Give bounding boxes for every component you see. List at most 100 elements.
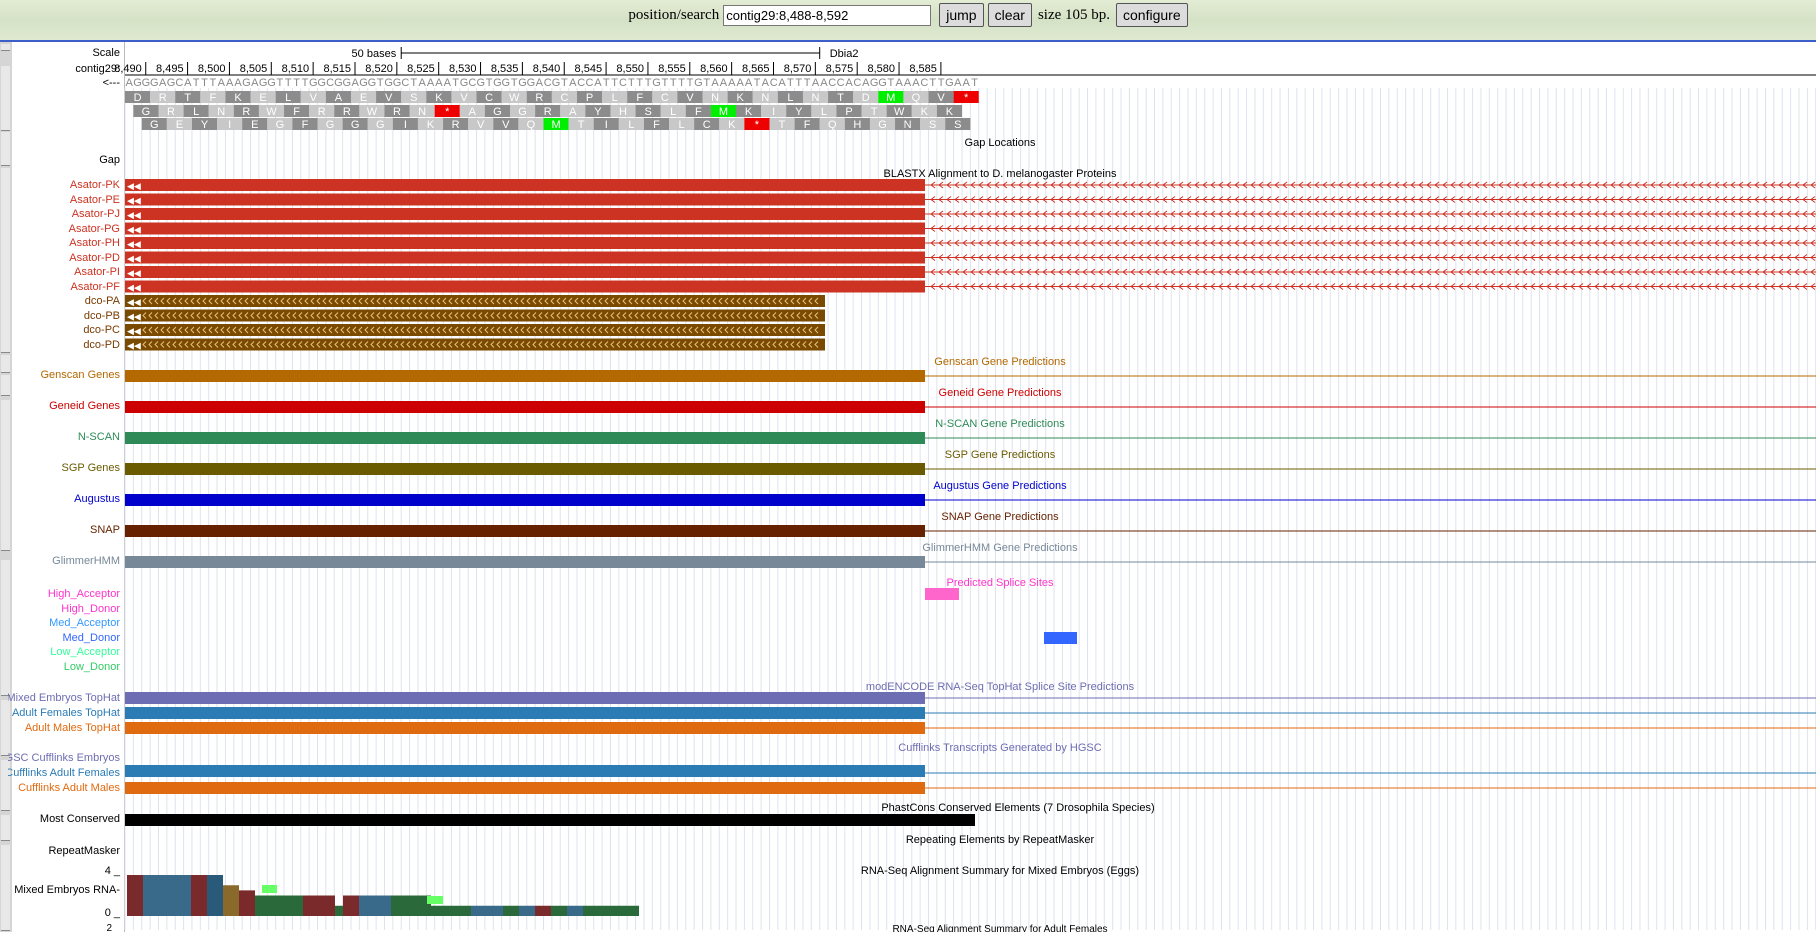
- intron-arrow-icon: [1338, 254, 1344, 261]
- intron-arrow-icon: [962, 210, 968, 218]
- strand-arrow-icon: [256, 326, 261, 334]
- sequence-base: C: [577, 77, 585, 89]
- track-toggle-button[interactable]: [1, 560, 10, 696]
- strand-arrow-icon: [400, 312, 405, 319]
- track-toggle-button[interactable]: [1, 66, 10, 131]
- intron-arrow-icon: [1378, 268, 1384, 276]
- blastx-alignment-block[interactable]: [125, 280, 925, 293]
- clear-button[interactable]: clear: [987, 3, 1032, 27]
- gene-track-title: Geneid Gene Predictions: [939, 387, 1062, 399]
- intron-arrow-icon: [1050, 196, 1056, 203]
- gene-prediction-exon[interactable]: [125, 525, 925, 537]
- strand-arrow-icon: [286, 341, 291, 348]
- strand-arrow-icon: [622, 341, 627, 348]
- sequence-base: G: [502, 77, 511, 89]
- asator-track-label: Asator-PE: [8, 194, 120, 206]
- blastx-alignment-block[interactable]: [125, 266, 925, 278]
- position-search-input[interactable]: [723, 4, 932, 26]
- strand-arrow-icon: [496, 297, 501, 305]
- track-toggle-button[interactable]: [1, 400, 10, 551]
- intron-arrow-icon: [1002, 210, 1008, 218]
- tophat-junction-block[interactable]: [125, 692, 925, 704]
- strand-arrow-icon: [340, 297, 345, 305]
- blastx-alignment-block[interactable]: [125, 222, 925, 235]
- track-toggle-button[interactable]: [1, 845, 10, 931]
- intron-arrow-icon: [1146, 268, 1152, 276]
- blastx-alignment-block[interactable]: [125, 237, 925, 249]
- gene-prediction-exon[interactable]: [125, 463, 925, 475]
- amino-acid-label: K: [946, 106, 954, 118]
- track-toggle-button[interactable]: [1, 815, 10, 841]
- amino-acid-label: E: [259, 92, 266, 104]
- cufflinks-transcript-block[interactable]: [125, 782, 925, 794]
- blastx-alignment-block[interactable]: [125, 179, 925, 191]
- intron-arrow-icon: [1178, 181, 1184, 189]
- med-donor-site[interactable]: [1044, 632, 1077, 644]
- sequence-base: A: [234, 77, 242, 89]
- track-toggle-button[interactable]: [1, 355, 10, 373]
- intron-arrow-icon: [1026, 181, 1032, 189]
- intron-arrow-icon: [1514, 181, 1520, 189]
- amino-acid-label: G: [518, 106, 527, 118]
- intron-arrow-icon: [1778, 225, 1784, 232]
- most-conserved-element[interactable]: [125, 814, 975, 826]
- track-toggle-button[interactable]: [1, 168, 10, 353]
- gene-prediction-exon[interactable]: [125, 432, 925, 444]
- intron-arrow-icon: [1394, 181, 1400, 189]
- high-acceptor-site[interactable]: [925, 588, 959, 600]
- intron-arrow-icon: [1114, 181, 1120, 189]
- blastx-alignment-block[interactable]: [125, 208, 925, 220]
- intron-arrow-icon: [1762, 239, 1768, 247]
- configure-button[interactable]: configure: [1116, 3, 1188, 27]
- dco-alignment-block[interactable]: [125, 309, 825, 322]
- tophat-junction-block[interactable]: [125, 707, 925, 719]
- intron-arrow-icon: [1162, 181, 1168, 189]
- sequence-base: C: [175, 77, 183, 89]
- intron-arrow-icon: [1234, 181, 1240, 189]
- translation-codon: [166, 118, 192, 130]
- intron-arrow-icon: [1610, 225, 1616, 232]
- intron-arrow-icon: [1354, 268, 1360, 276]
- gene-prediction-exon[interactable]: [125, 494, 925, 506]
- intron-arrow-icon: [1138, 268, 1144, 276]
- intron-arrow-icon: [1042, 254, 1048, 261]
- intron-arrow-icon: [1074, 196, 1080, 203]
- strand-arrow-icon: [580, 341, 585, 348]
- gene-prediction-exon[interactable]: [125, 401, 925, 413]
- intron-arrow-icon: [938, 181, 944, 189]
- track-toggle-button[interactable]: [1, 760, 10, 811]
- rnaseq-coverage-bar: [255, 895, 263, 916]
- blastx-alignment-block[interactable]: [125, 251, 925, 264]
- translation-codon: [769, 118, 795, 130]
- intron-arrow-icon: [1810, 181, 1816, 189]
- strand-arrow-icon: [220, 297, 225, 305]
- track-toggle-button[interactable]: [1, 132, 10, 166]
- track-toggle-button[interactable]: [1, 375, 10, 396]
- intron-arrow-icon: [1402, 268, 1408, 276]
- blastx-alignment-block[interactable]: [125, 193, 925, 206]
- intron-arrow-icon: [1754, 283, 1760, 290]
- track-toggle-button[interactable]: [1, 44, 10, 51]
- intron-arrow-icon: [1226, 283, 1232, 290]
- dco-alignment-block[interactable]: [125, 295, 825, 307]
- dco-alignment-block[interactable]: [125, 324, 825, 336]
- track-toggle-button[interactable]: [1, 700, 10, 756]
- cufflinks-track-label-text: Cufflinks Adult Males: [18, 782, 120, 794]
- strand-arrow-icon: [508, 297, 513, 305]
- cufflinks-transcript-block[interactable]: [125, 765, 925, 777]
- sequence-base: T: [804, 77, 811, 89]
- jump-button[interactable]: jump: [939, 3, 984, 27]
- intron-arrow-icon: [938, 210, 944, 218]
- gene-prediction-exon[interactable]: [125, 370, 925, 382]
- strand-arrow-icon: [664, 297, 669, 305]
- intron-arrow-icon: [1434, 196, 1440, 203]
- strand-arrow-icon: [808, 341, 813, 348]
- intron-arrow-icon: [1154, 254, 1160, 261]
- gene-prediction-exon[interactable]: [125, 556, 925, 568]
- strand-arrow-icon: ◀◀: [127, 312, 141, 322]
- intron-arrow-icon: [1042, 181, 1048, 189]
- tophat-junction-block[interactable]: [125, 722, 925, 734]
- dco-alignment-block[interactable]: [125, 338, 825, 351]
- strand-arrow-icon: [658, 297, 663, 305]
